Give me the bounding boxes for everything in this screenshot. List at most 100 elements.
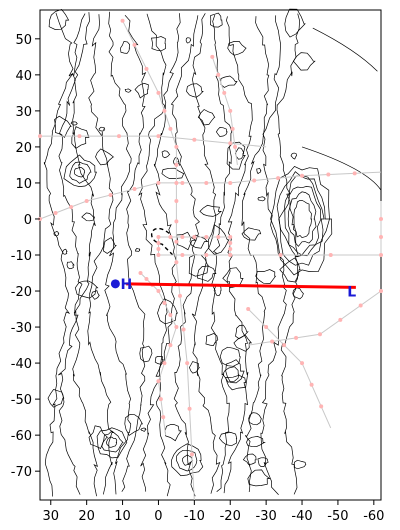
y-tick-label: -60 — [11, 429, 32, 444]
y-tick-label: 50 — [15, 33, 32, 48]
station-dot — [192, 234, 197, 239]
y-tick-label: -20 — [11, 285, 32, 300]
contour-line — [140, 427, 147, 432]
contour-line — [74, 280, 99, 299]
y-tick-label: -40 — [11, 357, 32, 372]
contour-line — [98, 126, 106, 132]
contour-line — [62, 248, 68, 255]
contour-line — [105, 436, 118, 448]
contour-line — [57, 13, 86, 495]
station-dot — [189, 452, 194, 457]
contour-line — [103, 237, 117, 254]
station-dot — [317, 332, 322, 337]
x-tick-label: -60 — [363, 509, 384, 524]
y-tick-label: -30 — [11, 321, 32, 336]
contour-line — [151, 227, 174, 256]
station-dot — [252, 178, 257, 183]
station-dot — [77, 134, 82, 139]
contour-line — [121, 15, 147, 492]
contour-line — [292, 52, 316, 71]
contour-line — [70, 121, 78, 126]
contour-line — [205, 333, 219, 346]
contour-line — [53, 230, 60, 237]
station-dot — [185, 361, 190, 366]
station-dot — [379, 216, 383, 221]
station-dot — [352, 171, 357, 176]
y-tick-label: 40 — [15, 69, 32, 84]
station-dot — [294, 335, 299, 340]
station-dot — [338, 317, 343, 322]
station-dot — [156, 90, 161, 95]
contour-line — [247, 469, 271, 487]
station-dot — [319, 404, 324, 409]
contour-line — [101, 430, 124, 453]
contour-line — [66, 261, 75, 270]
station-dot — [180, 253, 185, 257]
contour-line — [257, 196, 267, 202]
contour-line — [104, 11, 132, 495]
contour-line — [226, 141, 246, 170]
station-dot — [181, 327, 186, 332]
station-dot — [192, 137, 197, 142]
contour-line — [188, 254, 209, 277]
station-dot — [120, 18, 125, 23]
survey-track — [158, 236, 231, 256]
contour-line — [241, 227, 262, 241]
station-dot — [174, 239, 179, 244]
station-dot — [228, 108, 233, 113]
station-dot — [158, 397, 163, 402]
station-dot — [162, 361, 167, 366]
station-dot — [174, 162, 179, 167]
marker-dot — [110, 279, 120, 289]
contour-line — [134, 83, 149, 99]
station-dot — [216, 72, 221, 77]
station-dot — [168, 126, 173, 131]
contour-line — [48, 8, 70, 30]
station-dot — [161, 415, 166, 420]
contour-line — [219, 346, 241, 367]
contour-line — [153, 13, 181, 497]
station-dot — [230, 126, 235, 131]
station-dot — [116, 134, 121, 139]
station-dot — [168, 313, 173, 318]
x-tick-label: -10 — [184, 509, 205, 524]
y-axis-ticks: 50 40 30 20 10 0 -10 -20 -30 -40 -50 -60 -70 — [11, 33, 40, 480]
x-tick-label: -40 — [291, 509, 312, 524]
contour-line — [284, 8, 306, 38]
y-tick-label: 10 — [15, 177, 32, 192]
contour-line — [88, 425, 109, 449]
station-dot — [379, 253, 383, 257]
contour-line — [186, 83, 204, 98]
station-dot — [138, 271, 143, 276]
contour-line — [278, 175, 325, 258]
survey-stations — [38, 18, 383, 457]
contour-line — [248, 412, 263, 426]
station-dot — [174, 198, 179, 203]
station-dot — [216, 234, 221, 239]
station-dot — [204, 234, 209, 239]
contour-line — [71, 126, 90, 149]
contour-line — [161, 167, 185, 179]
y-tick-label: -70 — [11, 465, 32, 480]
station-dot — [156, 180, 161, 185]
station-dot — [177, 293, 182, 298]
station-dot — [168, 234, 173, 239]
contour-line — [170, 15, 200, 497]
contour-line — [210, 12, 223, 28]
station-dot — [204, 253, 209, 257]
contour-line — [151, 36, 166, 52]
y-tick-label: 0 — [24, 213, 32, 228]
y-tick-label: -10 — [11, 249, 32, 264]
contour-line — [279, 257, 301, 283]
station-dot — [264, 325, 269, 330]
station-dot — [309, 382, 314, 387]
contour-line — [164, 424, 182, 442]
contour-line — [87, 14, 114, 495]
station-dot — [174, 180, 179, 185]
station-dot — [132, 186, 137, 191]
station-dot — [228, 141, 233, 146]
contour-line — [197, 109, 216, 126]
station-dot — [156, 246, 161, 251]
